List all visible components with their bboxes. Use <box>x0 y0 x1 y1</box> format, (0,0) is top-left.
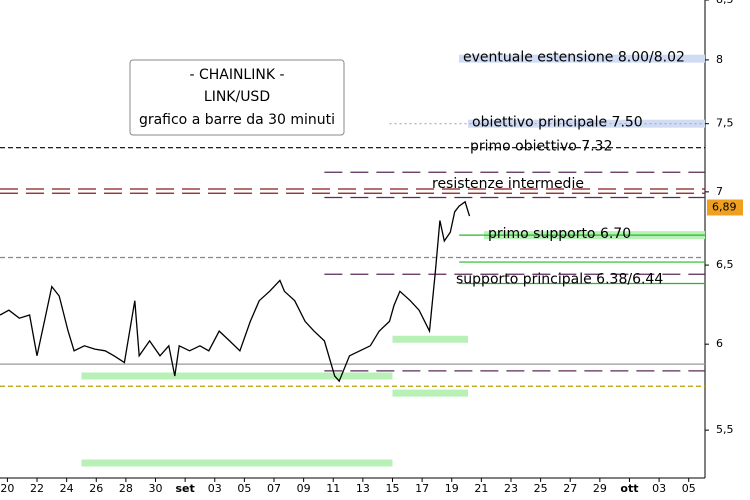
x-tick-label: 19 <box>445 482 459 495</box>
x-tick-label: 03 <box>652 482 666 495</box>
annotation-highlight <box>459 54 705 63</box>
x-tick-label: 23 <box>504 482 518 495</box>
x-tick-label: 17 <box>415 482 429 495</box>
x-tick-label: 11 <box>326 482 340 495</box>
x-tick-label: 21 <box>474 482 488 495</box>
x-tick-label: 03 <box>208 482 222 495</box>
zone-band <box>81 459 393 467</box>
x-tick-label: 05 <box>682 482 696 495</box>
annotation: resistenze intermedie <box>432 176 584 192</box>
y-tick-label: 6,5 <box>716 258 734 271</box>
title-line: LINK/USD <box>204 89 270 105</box>
y-tick-label: 5,5 <box>716 423 734 436</box>
x-tick-label: 30 <box>149 482 163 495</box>
x-tick-label: 22 <box>30 482 44 495</box>
x-tick-label: ott <box>620 482 638 495</box>
zone-band <box>392 389 469 397</box>
x-tick-label: 07 <box>267 482 281 495</box>
title-box <box>129 59 345 136</box>
x-tick-label: 28 <box>119 482 133 495</box>
y-tick-label: 8,5 <box>716 0 734 6</box>
annotation: primo supporto 6.70 <box>488 226 631 242</box>
y-tick-label: 8 <box>716 53 723 66</box>
y-tick-label: 7 <box>716 185 723 198</box>
x-tick-label: 25 <box>534 482 548 495</box>
price-line <box>0 200 471 383</box>
title-line: - CHAINLINK - <box>189 67 284 83</box>
annotation: eventuale estensione 8.00/8.02 <box>463 50 685 66</box>
last-price-label: 6,89 <box>712 201 737 214</box>
x-tick-label: 05 <box>237 482 251 495</box>
last-price-tag <box>707 199 743 216</box>
x-tick-label: 15 <box>385 482 399 495</box>
y-tick-label: 7,5 <box>716 117 734 130</box>
title-line: grafico a barre da 30 minuti <box>139 112 335 128</box>
x-tick-label: 26 <box>89 482 103 495</box>
x-tick-label: 09 <box>297 482 311 495</box>
annotation: supporto principale 6.38/6.44 <box>456 271 663 287</box>
x-tick-label: set <box>175 482 194 495</box>
zone-band <box>81 372 393 380</box>
x-tick-label: 29 <box>593 482 607 495</box>
x-tick-label: 20 <box>0 482 14 495</box>
annotation: obiettivo principale 7.50 <box>472 115 643 131</box>
x-tick-label: 27 <box>563 482 577 495</box>
zone-band <box>392 335 469 343</box>
x-tick-label: 24 <box>60 482 74 495</box>
x-tick-label: 13 <box>356 482 370 495</box>
annotation: primo obiettivo 7.32 <box>470 139 612 155</box>
y-tick-label: 6 <box>716 337 723 350</box>
